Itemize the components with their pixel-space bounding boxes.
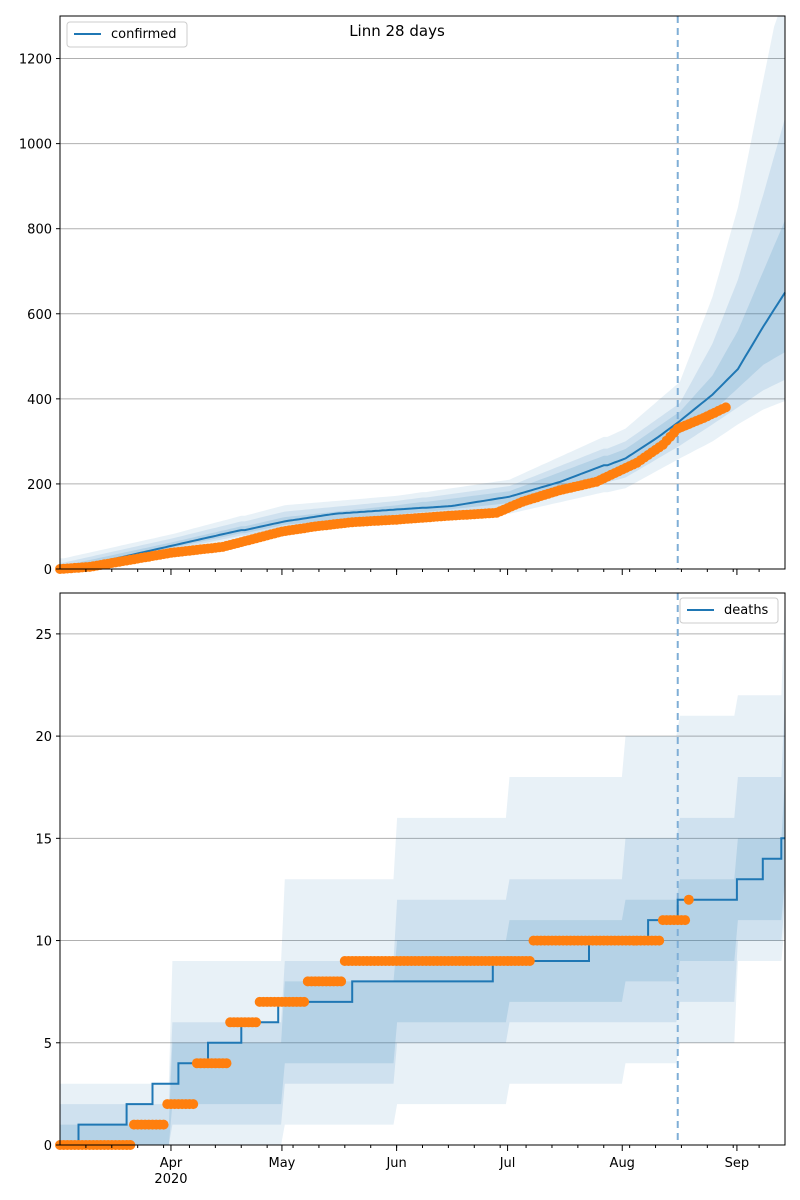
deaths-y-tick-label: 20 [35,730,52,745]
confirmed-model-line [60,291,786,570]
confirmed-observed-point [720,402,731,413]
confirmed-y-tick-label: 1200 [19,53,52,68]
confirmed-y-tick-label: 0 [44,563,52,578]
confirmed-y-tick-label: 600 [27,308,52,323]
deaths-observed-point [299,996,310,1007]
deaths-lines [60,593,785,1146]
deaths-y-tick-label: 5 [44,1037,52,1052]
deaths-observed-point [188,1099,199,1110]
deaths-x-tick-label: Sep [725,1156,750,1171]
confirmed-legend: confirmed [66,21,188,48]
confirmed-lines [60,16,786,570]
deaths-observed-point [221,1058,232,1069]
deaths-y-tick-label: 0 [44,1139,52,1154]
confirmed-y-tick-label: 800 [27,223,52,238]
deaths-observed-point [158,1119,169,1130]
deaths-observed-point [654,935,665,946]
deaths-x-tick-label: 2020 [154,1172,187,1187]
confirmed-y-tick-label: 400 [27,393,52,408]
deaths-y-tick-label: 15 [35,832,52,847]
confirmed-uncertainty-band [60,118,785,569]
deaths-x-tick-label: Jul [499,1156,516,1171]
deaths-model-line [60,837,785,1146]
confirmed-panel: 0 200 400 600 800 1000 1200 Linn 28 days confi… [19,15,786,578]
confirmed-legend-box [66,21,188,48]
confirmed-y-tick-label: 200 [27,478,52,493]
deaths-observed-point [251,1017,261,1028]
confirmed-y-tick-label: 1000 [19,138,52,153]
deaths-observed-point [336,976,347,987]
deaths-uncertainty-band [60,593,785,1145]
deaths-legend-box [679,597,779,624]
confirmed-points [55,402,731,574]
deaths-observed-point [524,956,535,966]
deaths-legend: deaths [679,597,779,624]
deaths-legend-label: deaths [724,603,769,618]
deaths-x-tick-label: Apr [160,1156,183,1171]
deaths-observed-point [680,915,691,926]
confirmed-legend-label: confirmed [111,27,177,42]
confirmed-axes: 0 200 400 600 800 1000 1200 [19,15,786,578]
deaths-x-tick-label: Aug [610,1156,635,1171]
confirmed-bands [60,16,785,569]
deaths-y-tick-label: 10 [35,935,52,950]
deaths-y-tick-label: 25 [35,628,52,643]
deaths-x-tick-label: Jun [385,1156,406,1171]
chart-title: Linn 28 days [349,22,445,40]
deaths-observed-point [683,894,694,905]
deaths-points [55,894,694,1150]
deaths-x-tick-label: May [268,1156,295,1171]
